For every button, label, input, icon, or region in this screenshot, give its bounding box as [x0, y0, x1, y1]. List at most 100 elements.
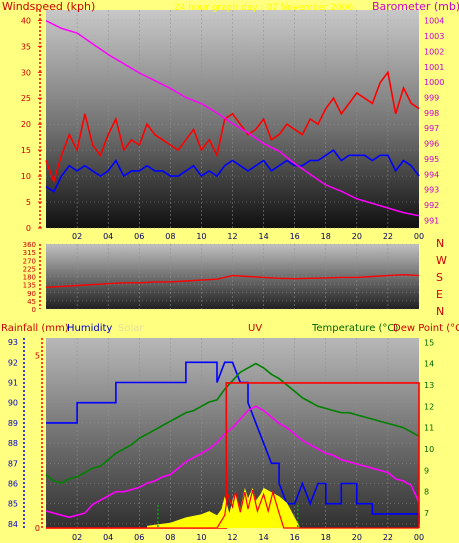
y-tick-label: 90 [8, 399, 18, 408]
x-tick-label: 14 [258, 232, 268, 241]
x-tick-label: 06 [134, 232, 144, 241]
x-tick-label: 08 [165, 232, 175, 241]
y2-tick-label: 13 [424, 381, 434, 390]
y2-tick-label: 1000 [424, 78, 444, 87]
x-tick-label: 20 [352, 232, 362, 241]
rainfall-axis-title: Rainfall (mm) [1, 323, 69, 334]
humidity-axis-title: Humidity [67, 323, 112, 334]
x-tick-label: 16 [290, 232, 300, 241]
y-tick-label: 0 [26, 224, 31, 233]
rain-tick-label: 0 [35, 524, 40, 533]
compass-w: W [436, 254, 447, 267]
y2-tick-label: 8 [424, 488, 429, 497]
y-tick-label: 85 [8, 500, 18, 509]
y2-tick-label: 9 [424, 466, 429, 475]
x-tick-label: 10 [196, 232, 206, 241]
y2-tick-label: 996 [424, 140, 439, 149]
y-tick-label: 180 [23, 274, 36, 282]
y2-tick-label: 11 [424, 424, 434, 433]
rain-tick-label: 5 [35, 351, 40, 360]
y-tick-label: 5 [26, 198, 31, 207]
y-tick-label: 89 [8, 419, 18, 428]
y-tick-label: 40 [21, 16, 31, 25]
x-tick-label: 00 [414, 533, 424, 542]
x-tick-label: 08 [165, 533, 175, 542]
y-tick-label: 10 [21, 172, 31, 181]
series-uv [46, 489, 419, 529]
y-tick-label: 84 [8, 520, 18, 529]
x-tick-label: 12 [227, 232, 237, 241]
x-tick-label: 12 [227, 533, 237, 542]
barometer-axis-title: Barometer (mb) [372, 0, 459, 13]
series-wind_direction [45, 273, 420, 288]
compass-n-bottom: N [436, 305, 444, 318]
x-tick-label: 04 [103, 232, 113, 241]
x-tick-label: 14 [258, 533, 268, 542]
compass-e: E [436, 288, 443, 301]
series-wind_gust [45, 70, 420, 184]
chart-title: 24 hour graph day : 07 November 2006 [174, 3, 353, 13]
compass-n-top: N [436, 237, 444, 250]
x-tick-label: 22 [383, 533, 393, 542]
series-barometer [45, 20, 420, 217]
x-tick-label: 02 [72, 232, 82, 241]
y-tick-label: 92 [8, 358, 18, 367]
temperature-axis-title: Temperature (°C) [311, 323, 398, 334]
y-tick-label: 86 [8, 480, 18, 489]
y-tick-label: 91 [8, 378, 18, 387]
y2-tick-label: 15 [424, 338, 434, 347]
y-tick-label: 360 [23, 241, 36, 249]
y2-tick-label: 998 [424, 109, 439, 118]
series-wind_avg [45, 149, 420, 193]
x-tick-label: 02 [72, 533, 82, 542]
series-temperature [45, 362, 420, 485]
y-tick-label: 270 [23, 257, 36, 265]
y-tick-label: 87 [8, 459, 18, 468]
series-dew_point [45, 405, 420, 519]
y-tick-label: 88 [8, 439, 18, 448]
y2-tick-label: 991 [424, 216, 439, 225]
y-tick-label: 225 [23, 265, 36, 273]
y-tick-label: 0 [32, 306, 36, 314]
series-solar [147, 487, 300, 528]
compass-s: S [436, 271, 443, 284]
uv-legend: UV [248, 323, 262, 334]
y-tick-label: 135 [23, 282, 36, 290]
y-tick-label: 15 [21, 146, 31, 155]
y2-tick-label: 1004 [424, 17, 444, 26]
x-tick-label: 10 [196, 533, 206, 542]
y2-tick-label: 7 [424, 509, 429, 518]
y2-tick-label: 995 [424, 155, 439, 164]
series-humidity [46, 361, 420, 524]
y2-tick-label: 994 [424, 170, 439, 179]
y-tick-label: 90 [27, 290, 36, 298]
dew-point-axis-title: Dew Point (°C [393, 323, 459, 334]
x-tick-label: 04 [103, 533, 113, 542]
y2-tick-label: 1003 [424, 32, 444, 41]
x-tick-label: 06 [134, 533, 144, 542]
y-tick-label: 35 [21, 42, 31, 51]
y2-tick-label: 992 [424, 201, 439, 210]
y2-tick-label: 997 [424, 124, 439, 133]
y2-tick-label: 1001 [424, 63, 444, 72]
y-tick-label: 45 [27, 298, 36, 306]
y2-tick-label: 14 [424, 360, 434, 369]
y-tick-label: 93 [8, 338, 18, 347]
y-tick-label: 315 [23, 249, 36, 257]
x-tick-label: 16 [290, 533, 300, 542]
solar-legend: Solar [118, 323, 144, 334]
y-tick-label: 25 [21, 94, 31, 103]
y2-tick-label: 12 [424, 402, 434, 411]
x-tick-label: 22 [383, 232, 393, 241]
y-tick-label: 20 [21, 120, 31, 129]
x-tick-label: 00 [414, 232, 424, 241]
windspeed-axis-title: Windspeed (kph) [2, 0, 95, 13]
y2-tick-label: 999 [424, 94, 439, 103]
y2-tick-label: 1002 [424, 47, 444, 56]
x-tick-label: 20 [352, 533, 362, 542]
y-tick-label: 30 [21, 68, 31, 77]
x-tick-label: 18 [321, 232, 331, 241]
y2-tick-label: 993 [424, 186, 439, 195]
y2-tick-label: 10 [424, 445, 434, 454]
